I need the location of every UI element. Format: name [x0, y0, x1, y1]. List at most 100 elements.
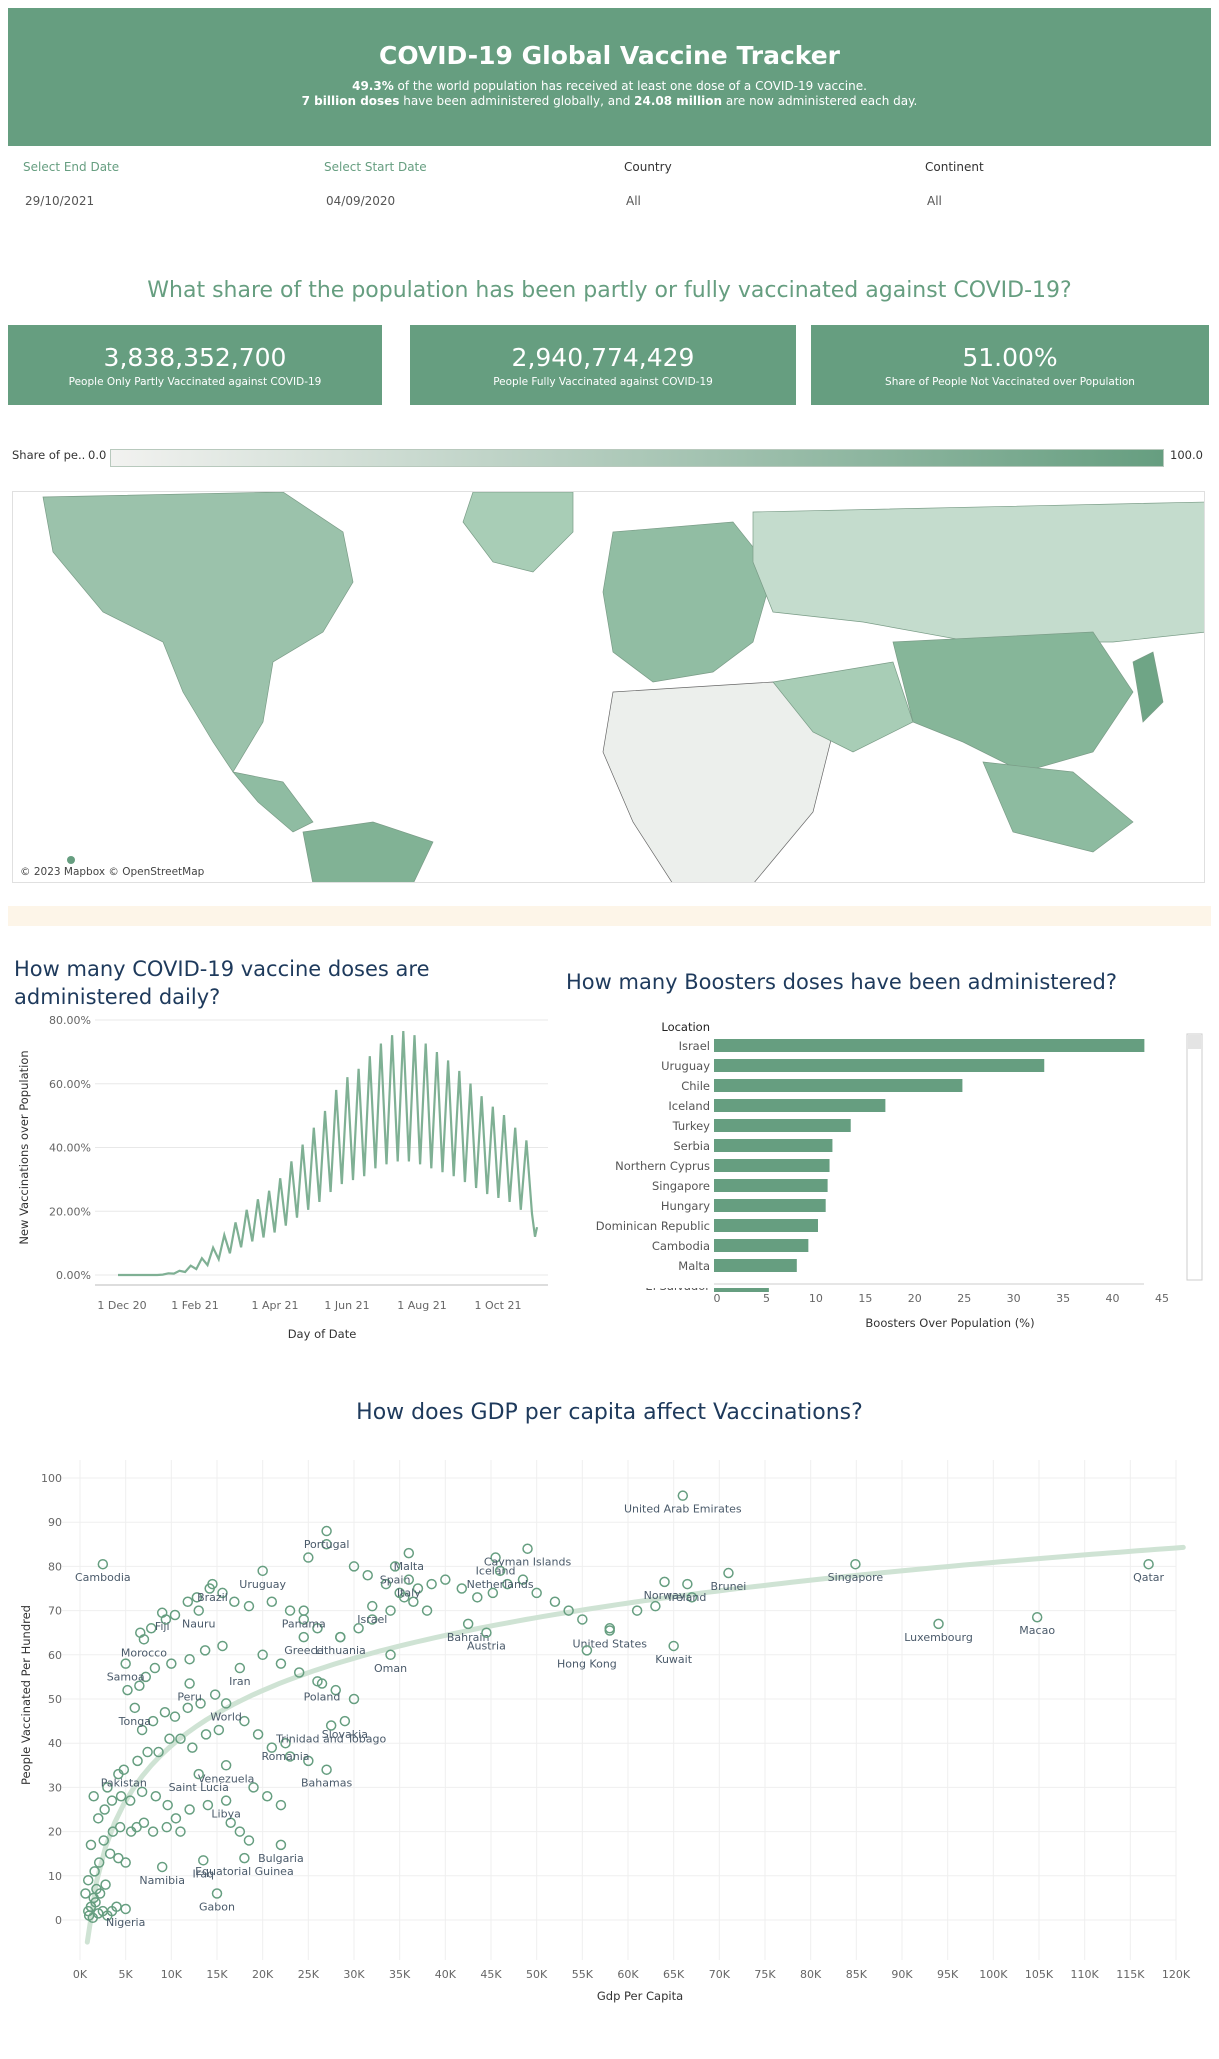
legend-gradient-bar[interactable]: [110, 449, 1164, 467]
scatter-point: [316, 1678, 328, 1689]
scatter-y-tick: 30: [48, 1781, 62, 1794]
scatter-point: [631, 1605, 643, 1616]
scatter-point-label: Fiji: [155, 1620, 170, 1633]
scatter-point: [243, 1835, 255, 1846]
scatter-point-label: Macao: [1019, 1624, 1055, 1637]
kpi-fully-value: 2,940,774,429: [511, 343, 695, 372]
filter-continent-value[interactable]: All: [927, 194, 942, 208]
scatter-point: [677, 1490, 689, 1501]
scatter-point: [389, 1561, 401, 1572]
filter-country[interactable]: Country All: [624, 160, 914, 208]
scatter-x-tick: 115K: [1116, 1968, 1145, 1981]
daily-doses-title-line1: How many COVID-19 vaccine doses are: [14, 957, 430, 981]
scatter-point: [213, 1724, 225, 1736]
map-region-asia: [892, 631, 1134, 773]
scatter-point-label: Peru: [177, 1691, 202, 1704]
scatter-point: [494, 1565, 506, 1577]
line-chart-y-tick: 60.00%: [49, 1078, 91, 1091]
kpi-fully-vaccinated: 2,940,774,429 People Fully Vaccinated ag…: [410, 325, 796, 405]
scatter-point-label: Nigeria: [106, 1916, 145, 1929]
scatter-point: [145, 1623, 157, 1634]
scatter-x-tick: 55K: [572, 1968, 594, 1981]
scatter-x-tick: 30K: [343, 1968, 365, 1981]
daily-doses-line-chart[interactable]: 0.00% 20.00% 40.00% 60.00% 80.00% 1 Dec 20 1 F…: [0, 1005, 560, 1345]
scatter-point-label: Israel: [357, 1613, 387, 1626]
scatter-point: [175, 1826, 186, 1837]
scatter-y-tick: 50: [48, 1693, 62, 1706]
scatter-point-label: Libya: [211, 1808, 240, 1821]
bar-chart-category-label: Turkey: [672, 1119, 711, 1133]
scatter-point: [170, 1813, 182, 1824]
scatter-point: [403, 1574, 415, 1585]
map-region-europe: [602, 521, 774, 683]
filter-end-date-value[interactable]: 29/10/2021: [25, 194, 95, 208]
scatter-point: [200, 1729, 212, 1740]
bar-chart-x-tick: 10: [809, 1292, 823, 1305]
scatter-point: [604, 1625, 615, 1636]
bar-chart-x-tick: 20: [908, 1292, 922, 1305]
line-chart-y-tick: 0.00%: [56, 1269, 91, 1282]
scatter-point-label: Morocco: [121, 1646, 167, 1659]
scatter-point: [312, 1623, 323, 1634]
scatter-x-tick: 105K: [1025, 1968, 1054, 1981]
scatter-point: [161, 1821, 173, 1833]
scatter-point-label: Bahrain: [447, 1631, 490, 1644]
world-map[interactable]: © 2023 Mapbox © OpenStreetMap: [12, 491, 1205, 883]
scatter-point: [330, 1684, 341, 1696]
scatter-point: [211, 1888, 223, 1899]
bar-chart-bar: [714, 1099, 886, 1112]
scatter-point: [275, 1658, 287, 1669]
scatter-point-label: Iraq: [193, 1867, 215, 1880]
filter-start-date[interactable]: Select Start Date 04/09/2020: [324, 160, 614, 208]
scatter-point: [134, 1680, 145, 1691]
scatter-point: [184, 1804, 195, 1815]
scatter-y-tick: 10: [48, 1870, 62, 1883]
bar-chart-x-tick: 45: [1155, 1292, 1169, 1305]
scatter-point: [104, 1848, 116, 1859]
scatter-point-label: World: [210, 1710, 242, 1723]
scatter-point: [339, 1715, 351, 1727]
gdp-section-title: How does GDP per capita affect Vaccinati…: [356, 1400, 863, 1425]
scatter-y-tick: 20: [48, 1826, 62, 1839]
scatter-point: [142, 1746, 153, 1758]
scatter-point: [517, 1574, 529, 1585]
legend-max: 100.0: [1170, 448, 1203, 462]
scatter-point: [102, 1782, 113, 1793]
scatter-y-tick: 80: [48, 1560, 62, 1573]
bar-chart-column-header: Location: [661, 1020, 710, 1034]
scatter-point: [138, 1817, 150, 1829]
filter-country-value[interactable]: All: [626, 194, 641, 208]
scatter-x-tick: 95K: [937, 1968, 959, 1981]
scatter-point: [93, 1813, 104, 1824]
map-region-south-america: [302, 821, 434, 882]
scatter-y-label: People Vaccinated Per Hundred: [19, 1605, 33, 1785]
map-region-greenland: [462, 492, 574, 573]
line-chart-x-tick: 1 Jun 21: [324, 1299, 369, 1312]
filter-continent[interactable]: Continent All: [925, 160, 1215, 208]
scatter-point: [421, 1605, 433, 1616]
scatter-x-tick: 85K: [846, 1968, 868, 1981]
line-chart-y-tick: 80.00%: [49, 1014, 91, 1027]
scatter-point-label: Portugal: [304, 1538, 350, 1551]
scatter-point: [581, 1645, 593, 1656]
bar-chart-category-label: Cambodia: [652, 1239, 710, 1253]
boosters-title: How many Boosters doses have been admini…: [566, 970, 1117, 994]
scatter-x-tick: 20K: [252, 1968, 274, 1981]
bar-chart-x-tick: 35: [1056, 1292, 1070, 1305]
scatter-point: [225, 1817, 236, 1829]
scatter-point-label: Pakistan: [101, 1777, 147, 1790]
gdp-scatter-chart[interactable]: 0 10 20 30 40 50 60 70 80 90 100 0K 5K 10K 15K 20K 25K 30…: [0, 1440, 1219, 2030]
scatter-point: [293, 1667, 305, 1678]
filter-end-date[interactable]: Select End Date 29/10/2021: [23, 160, 313, 208]
scatter-point: [284, 1751, 296, 1762]
map-point-island[interactable]: [67, 856, 75, 864]
filter-start-date-value[interactable]: 04/09/2020: [326, 194, 396, 208]
scatter-point: [182, 1596, 194, 1608]
scatter-point: [472, 1592, 483, 1603]
scatter-point: [348, 1561, 360, 1572]
map-canvas: [42, 492, 1204, 882]
scatter-point: [191, 1592, 203, 1603]
bar-chart-bar: [714, 1079, 963, 1092]
scatter-point: [164, 1733, 175, 1745]
boosters-bar-chart[interactable]: Location Israel Uruguay Chile Iceland Turkey S…: [560, 1005, 1219, 1345]
